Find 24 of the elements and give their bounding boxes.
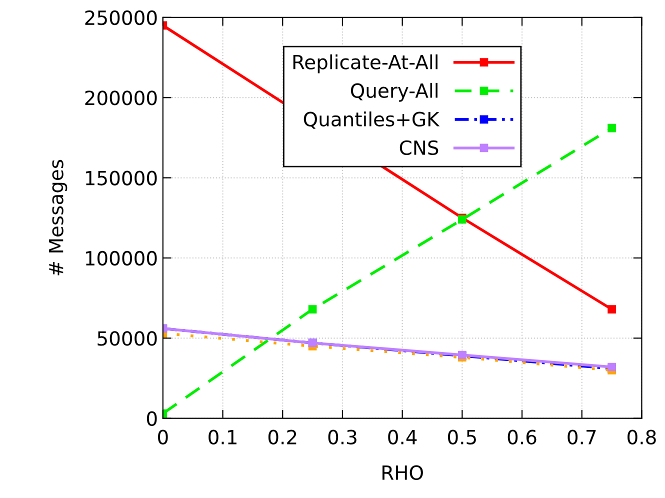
y-axis-title: # Messages bbox=[48, 160, 68, 276]
y-tick-label: 250000 bbox=[85, 10, 157, 26]
x-tick-label: 0.4 bbox=[388, 430, 417, 444]
x-tick-label: 0.1 bbox=[208, 430, 236, 444]
point bbox=[608, 305, 616, 314]
x-tick-label: 0.5 bbox=[448, 430, 476, 444]
y-tick-label: 100000 bbox=[86, 250, 157, 266]
legend-label: Replicate-At-All bbox=[293, 54, 438, 74]
point bbox=[608, 124, 616, 132]
y-tick-label: 150000 bbox=[86, 170, 157, 186]
legend-label: Query-All bbox=[350, 82, 438, 102]
x-tick-label: 0 bbox=[158, 430, 168, 444]
x-tick-label: 0.6 bbox=[508, 430, 536, 444]
y-tick-label: 200000 bbox=[85, 90, 157, 106]
x-tick-label: 0.8 bbox=[628, 430, 656, 444]
x-tick-label: 0.7 bbox=[568, 430, 596, 444]
y-tick-label: 50000 bbox=[98, 331, 157, 346]
x-axis-title: RHO bbox=[382, 465, 423, 480]
legend-label: CNS bbox=[400, 140, 438, 156]
x-tick-label: 0.3 bbox=[328, 430, 356, 444]
x-tick-label: 0.2 bbox=[268, 430, 296, 444]
point bbox=[308, 305, 317, 314]
legend-label: Quantiles+GK bbox=[304, 111, 440, 129]
y-tick-label: 0 bbox=[146, 411, 157, 426]
